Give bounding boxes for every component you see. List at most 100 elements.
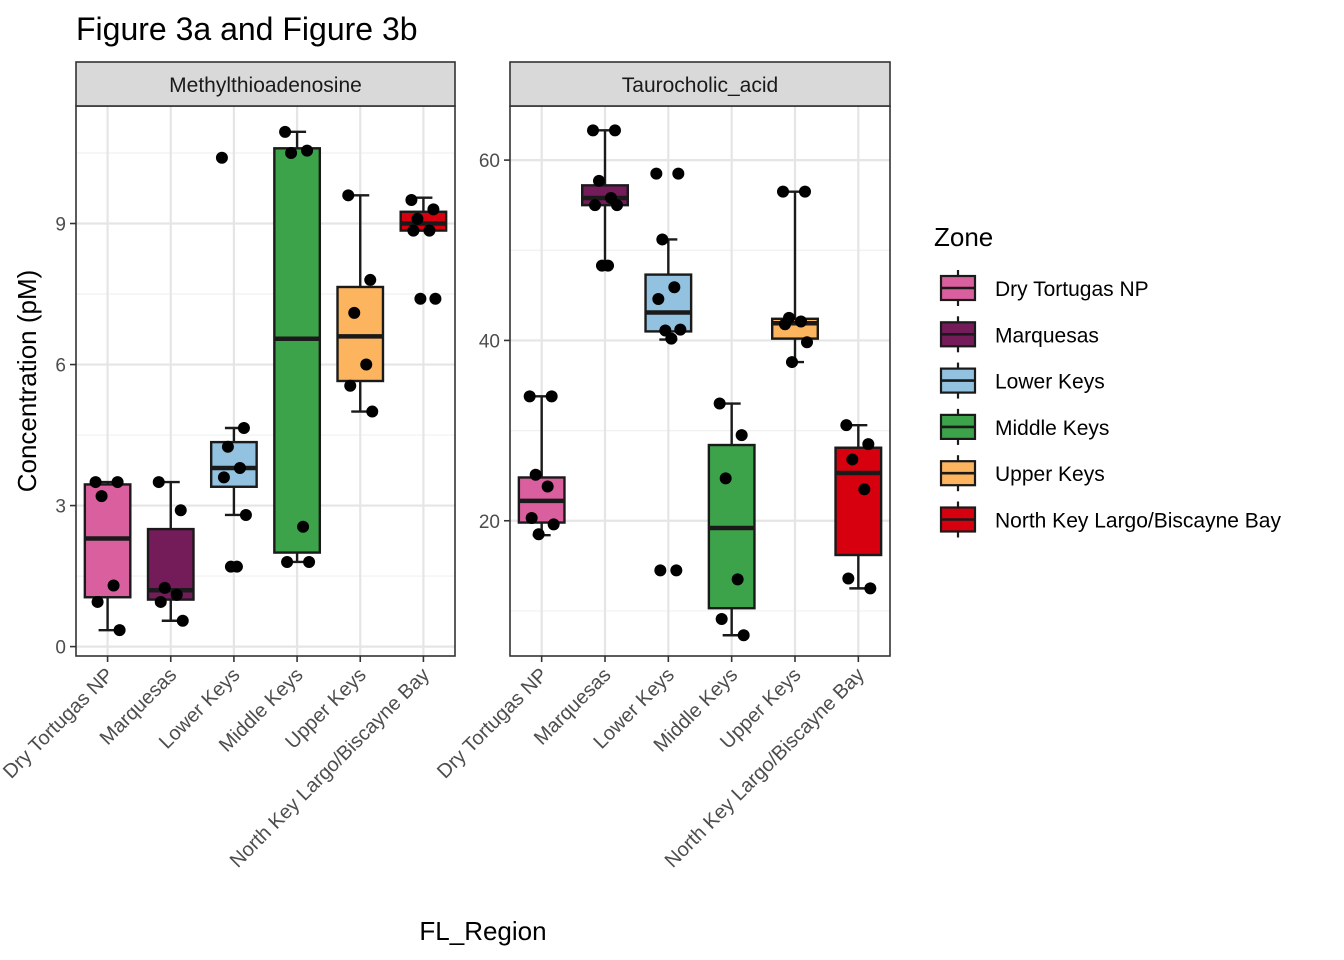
box-upper-keys [336,189,385,418]
box-middle-keys [707,397,756,642]
data-point [91,595,104,608]
data-point [348,306,361,319]
legend-label: Dry Tortugas NP [995,278,1149,301]
data-point [281,555,294,568]
data-point [95,490,108,503]
data-point [532,528,545,541]
legend-item-north-key-largo-biscayne-bay: North Key Largo/Biscayne Bay [939,501,1281,538]
data-point [429,292,442,305]
data-point [668,281,681,294]
data-point [366,405,379,418]
data-point [170,588,183,601]
panel-background [76,106,455,656]
data-point [674,323,687,336]
data-point [665,332,678,345]
legend-item-middle-keys: Middle Keys [939,408,1109,445]
data-point [215,151,228,164]
legend-label: Middle Keys [995,417,1109,440]
data-point [777,185,789,198]
data-point [840,419,853,432]
data-point [158,581,171,594]
box-marquesas [146,476,195,627]
data-point [611,199,623,212]
x-axis-title: FL_Region [419,916,546,946]
chart-title: Figure 3a and Figure 3b [76,11,418,47]
data-point [862,438,875,451]
data-point [423,224,436,237]
data-point [111,476,124,489]
strip-label: Taurocholic_acid [622,74,778,97]
data-point [233,461,246,474]
data-point [174,504,187,517]
data-point [719,472,732,485]
box-body [273,147,322,554]
legend: Zone Dry Tortugas NP Marquesas Lower Keys M… [934,222,1281,538]
box-lower-keys [209,151,258,573]
strip-label: Methylthioadenosine [169,74,362,97]
data-point [864,582,877,595]
data-point [107,579,120,592]
data-point [89,476,102,489]
data-point [786,356,798,369]
strip-background [509,61,891,107]
box-dry-tortugas-np [517,390,566,541]
box-lower-keys [644,167,693,577]
data-point [364,273,377,286]
legend-title: Zone [934,222,993,252]
box-dry-tortugas-np [83,476,132,637]
legend-label: North Key Largo/Biscayne Bay [995,510,1281,533]
data-point [737,629,750,642]
x-tick-label: Dry Tortugas NP [0,664,118,783]
y-tick-label: 9 [55,215,66,236]
data-point [541,480,554,493]
box-body [644,273,693,333]
data-point [801,336,813,349]
box-body [83,483,132,599]
x-tick-label: Dry Tortugas NP [433,664,552,783]
data-point [301,144,314,157]
data-point [670,564,683,577]
data-point [656,233,669,246]
legend-label: Upper Keys [995,463,1105,486]
data-point [152,476,165,489]
data-point [525,512,538,525]
data-point [217,471,230,484]
box-upper-keys [771,185,820,369]
data-point [342,189,355,202]
data-point [779,318,791,331]
box-middle-keys [273,125,322,568]
data-point [285,147,298,160]
legend-item-marquesas: Marquesas [939,316,1099,353]
data-point [230,560,243,573]
data-point [842,572,855,585]
box-north-key-largo-biscayne-bay [399,194,448,305]
legend-label: Lower Keys [995,371,1105,394]
data-point [593,174,605,187]
data-point [589,199,601,212]
y-tick-label: 40 [479,331,500,352]
data-point [154,595,167,608]
data-point [609,124,621,137]
data-point [239,508,252,521]
data-point [237,422,250,435]
data-point [113,624,126,637]
data-point [344,379,357,392]
box-body [336,285,385,383]
data-point [731,573,744,586]
data-point [713,397,726,410]
data-point [846,453,859,466]
box-body [834,446,883,557]
data-point [303,555,316,568]
data-point [221,440,234,453]
data-point [858,483,871,496]
panel-background [510,106,890,656]
data-point [176,614,189,627]
data-point [545,390,558,403]
box-north-key-largo-biscayne-bay [834,419,883,595]
box-body [209,440,258,488]
strip-background [75,61,456,107]
y-tick-label: 20 [479,512,500,533]
data-point [279,125,292,138]
